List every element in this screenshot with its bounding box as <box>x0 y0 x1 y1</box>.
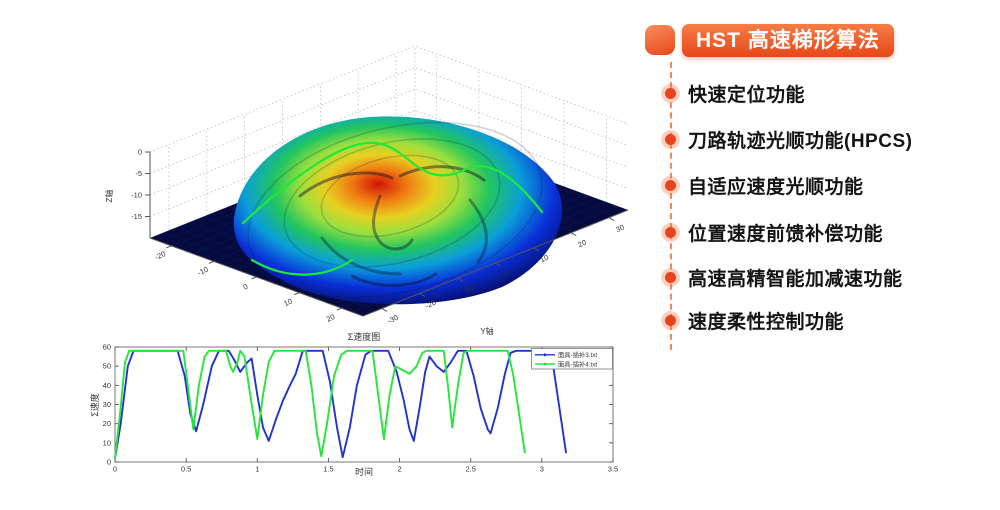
feature-label: 快速定位功能 <box>688 84 806 106</box>
bullet-icon <box>665 133 676 145</box>
x-tick-label: 0 <box>113 465 117 474</box>
face-creases <box>298 165 488 287</box>
z-tick-label: -10 <box>131 191 142 200</box>
x-tick-label: 0 <box>242 282 250 292</box>
series-line <box>114 349 567 460</box>
velocity-plot: 0 0.5 1 1.5 2 2.5 3 3.5 0 10 20 30 40 50 60 Σ速度图 时间 Σ速… <box>89 331 618 477</box>
y-tick-label: 0 <box>503 269 511 279</box>
y-tick-label: 40 <box>103 381 111 390</box>
feature-label: 速度柔性控制功能 <box>688 311 845 333</box>
legend-sample-marker <box>543 362 547 366</box>
y-tick-label: 10 <box>539 253 550 265</box>
x-tick-label: 1 <box>255 465 259 474</box>
y-tick-label: 10 <box>103 438 111 447</box>
wall-gridline-z <box>149 67 629 174</box>
plot-dynamic: 0 0.5 1 1.5 2 2.5 3 3.5 0 10 20 30 40 50 60 <box>103 343 619 474</box>
feature-label: 高速高精智能加减速功能 <box>688 268 903 290</box>
z-tick-label: -15 <box>131 212 142 221</box>
toolpath-curve-main <box>241 141 544 225</box>
y-axis-label-2d: Σ速度 <box>89 393 100 417</box>
wall-gridline-z <box>149 45 629 153</box>
surface-contours <box>247 121 543 299</box>
y-tick-label: 30 <box>614 222 625 234</box>
bullet-icon <box>665 226 676 238</box>
wall-gridlines <box>149 45 629 231</box>
feature-item: 高速高精智能加减速功能 <box>640 266 903 290</box>
bullet-icon <box>665 271 676 283</box>
feature-item: 刀路轨迹光顺功能(HPCS) <box>640 128 913 152</box>
feature-item: 速度柔性控制功能 <box>640 309 845 333</box>
y-tick-label: -30 <box>386 313 400 326</box>
plot-frame <box>114 346 614 463</box>
z-tick-label: 0 <box>138 148 142 157</box>
wall-gridline-z <box>149 88 629 196</box>
legend-label: 面具-插补3.txt <box>558 350 597 359</box>
x-tick-label: -10 <box>196 265 210 278</box>
face-surface <box>233 116 563 305</box>
x-tick-label: 0.5 <box>181 465 191 474</box>
timeline-dashed-line <box>670 62 672 350</box>
bullet-icon <box>665 314 676 326</box>
y-tick-label: 0 <box>107 458 111 467</box>
feature-item: 快速定位功能 <box>640 82 806 106</box>
x-tick-label: -20 <box>153 249 167 262</box>
y-tick-label: 30 <box>103 400 111 409</box>
wall-gridline-z <box>149 110 629 217</box>
x-tick-label: 3 <box>540 465 544 474</box>
feature-label: 自适应速度光顺功能 <box>688 176 864 198</box>
y-tick-label: -20 <box>424 298 438 311</box>
z-axis-label: Z轴 <box>104 190 114 203</box>
feature-panel: HST 高速梯形算法 快速定位功能 刀路轨迹光顺功能(HPCS) 自适应速度光顺… <box>640 24 996 374</box>
x-tick-label: 20 <box>325 312 336 324</box>
y-axis-label: Y轴 <box>480 326 493 336</box>
y-tick-label: 60 <box>103 343 111 352</box>
x-tick-label: 2 <box>397 465 401 474</box>
legend-label: 面具-插补4.txt <box>558 359 597 368</box>
panel-title: HST 高速梯形算法 <box>682 24 894 57</box>
x-tick-label: 3.5 <box>608 465 618 474</box>
y-tick-label: 20 <box>103 419 111 428</box>
x-axis-label: 时间 <box>355 466 373 477</box>
toolpath-curve-lower <box>250 258 354 276</box>
toolpath-curves <box>241 141 544 276</box>
z-tick-label: -5 <box>135 169 142 178</box>
bullet-icon <box>665 179 676 191</box>
legend-sample-marker <box>543 353 547 357</box>
feature-item: 位置速度前馈补偿功能 <box>640 221 884 245</box>
panel-chip-icon <box>645 25 675 55</box>
x-tick-label: 10 <box>282 296 293 308</box>
y-tick-label: 20 <box>576 238 587 250</box>
x-tick-label: 1.5 <box>323 465 333 474</box>
feature-item: 自适应速度光顺功能 <box>640 174 864 198</box>
plot-title: Σ速度图 <box>348 331 381 342</box>
bullet-icon <box>665 87 676 99</box>
feature-label: 位置速度前馈补偿功能 <box>688 223 884 245</box>
axes-3d: 0 -5 -10 -15 -20 -10 0 10 20 -30 -20 -10 0 10 20 30 <box>131 148 629 326</box>
x-tick-label: 2.5 <box>465 465 475 474</box>
y-tick-label: -10 <box>462 283 476 296</box>
series-line <box>114 349 526 460</box>
feature-label: 刀路轨迹光顺功能(HPCS) <box>688 130 913 152</box>
y-tick-label: 50 <box>103 362 111 371</box>
